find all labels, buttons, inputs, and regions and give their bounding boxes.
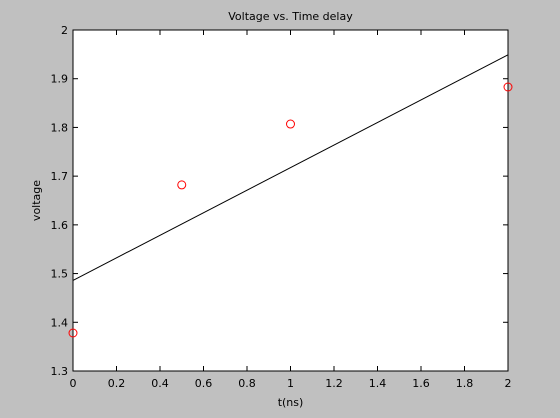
series-layer bbox=[68, 54, 513, 338]
y-axis-ticks: 1.3 1.4 1.5 1.6 1.7 1.8 1.9 2 bbox=[51, 24, 508, 378]
data-point bbox=[503, 82, 513, 92]
x-tick-label: 0.8 bbox=[238, 377, 256, 390]
x-axis-label: t(ns) bbox=[278, 396, 304, 409]
x-tick-label: 1.4 bbox=[369, 377, 387, 390]
y-tick-label: 1.9 bbox=[51, 73, 69, 86]
y-tick-label: 1.6 bbox=[51, 219, 69, 232]
y-tick-label: 1.3 bbox=[51, 365, 69, 378]
y-tick-label: 1.7 bbox=[51, 170, 69, 183]
plot-area bbox=[72, 29, 509, 372]
y-tick-label: 1.8 bbox=[51, 121, 69, 134]
x-axis-ticks: 0 0.2 0.4 0.6 0.8 1 1.2 1.4 1.6 1.8 2 bbox=[70, 30, 512, 390]
x-tick-label: 1.8 bbox=[456, 377, 474, 390]
data-point bbox=[177, 180, 187, 190]
x-tick-label: 0 bbox=[70, 377, 77, 390]
x-tick-label: 1 bbox=[287, 377, 294, 390]
x-tick-label: 0.4 bbox=[151, 377, 169, 390]
data-point bbox=[68, 328, 78, 338]
y-tick-label: 2 bbox=[61, 24, 68, 37]
x-tick-label: 1.2 bbox=[325, 377, 343, 390]
x-tick-label: 1.6 bbox=[412, 377, 430, 390]
fit-line bbox=[72, 54, 509, 281]
x-tick-label: 2 bbox=[505, 377, 512, 390]
y-tick-label: 1.5 bbox=[51, 268, 69, 281]
data-point bbox=[286, 119, 295, 129]
x-tick-label: 0.6 bbox=[195, 377, 213, 390]
chart-title: Voltage vs. Time delay bbox=[228, 10, 353, 23]
y-axis-label: voltage bbox=[30, 180, 43, 221]
x-tick-label: 0.2 bbox=[108, 377, 126, 390]
y-tick-label: 1.4 bbox=[51, 316, 69, 329]
